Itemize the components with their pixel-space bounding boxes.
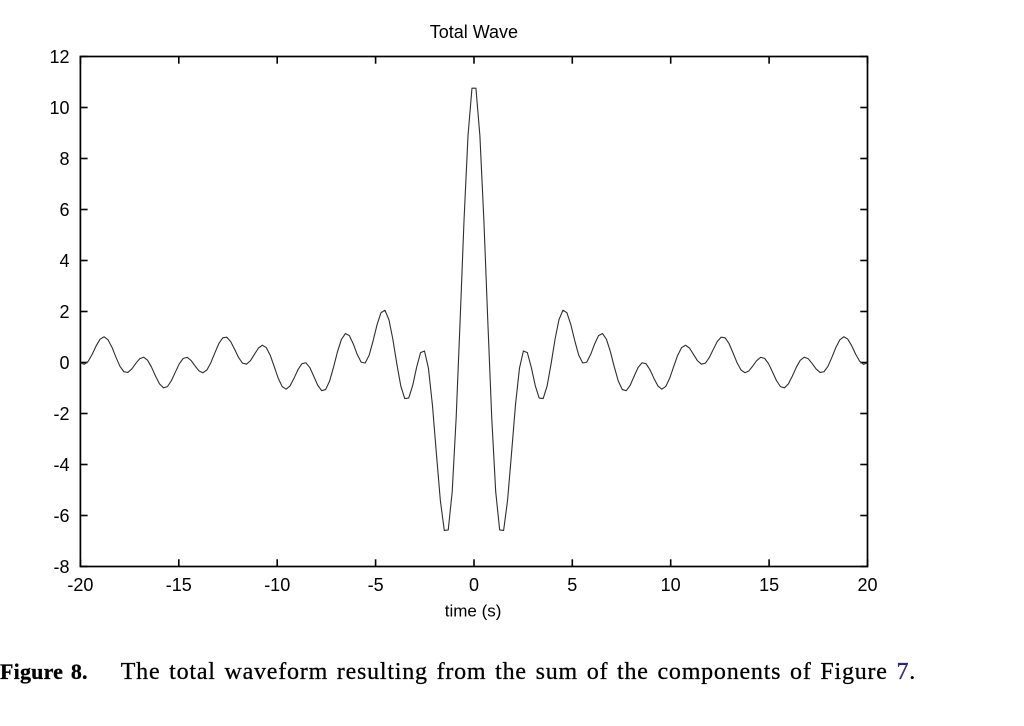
svg-text:10: 10 [49, 98, 69, 118]
svg-text:-4: -4 [53, 455, 69, 475]
svg-text:-15: -15 [166, 575, 192, 595]
svg-text:-8: -8 [53, 557, 69, 577]
svg-text:2: 2 [59, 302, 69, 322]
svg-text:0: 0 [59, 353, 69, 373]
svg-text:10: 10 [661, 575, 681, 595]
svg-text:0: 0 [469, 575, 479, 595]
svg-text:-10: -10 [264, 575, 290, 595]
svg-text:15: 15 [759, 575, 779, 595]
svg-text:Total Wave: Total Wave [430, 22, 518, 42]
svg-text:4: 4 [59, 251, 69, 271]
svg-text:8: 8 [59, 149, 69, 169]
svg-text:20: 20 [857, 575, 877, 595]
svg-text:12: 12 [49, 47, 69, 67]
svg-text:-6: -6 [53, 506, 69, 526]
svg-text:-20: -20 [67, 575, 93, 595]
svg-text:-5: -5 [368, 575, 384, 595]
svg-text:-2: -2 [53, 404, 69, 424]
svg-text:5: 5 [567, 575, 577, 595]
svg-text:time (s): time (s) [445, 602, 502, 621]
svg-text:6: 6 [59, 200, 69, 220]
